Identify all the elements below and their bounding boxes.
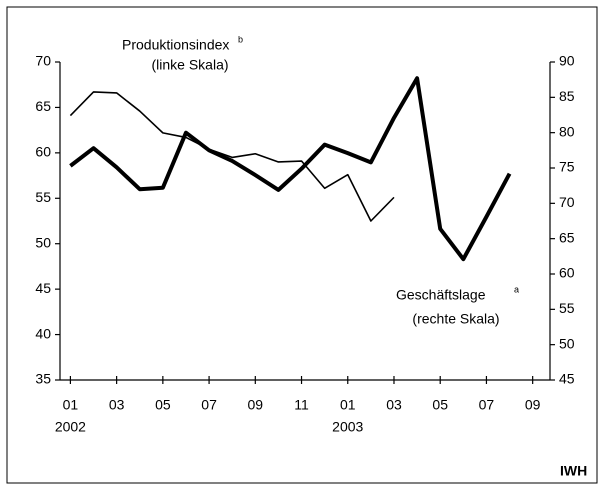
x-tick-label: 09 (248, 397, 264, 413)
y2-tick-label: 55 (559, 300, 575, 316)
y-tick-label: 40 (35, 325, 51, 341)
x-tick-label: 05 (432, 397, 448, 413)
x-tick-label: 05 (155, 397, 171, 413)
x-tick-label: 01 (63, 397, 79, 413)
y2-tick-label: 60 (559, 265, 575, 281)
y-tick-label: 55 (35, 189, 51, 205)
annotation: (rechte Skala) (412, 311, 499, 327)
y-tick-label: 35 (35, 371, 51, 387)
x-tick-label: 01 (340, 397, 356, 413)
annotation: Produktionsindex (122, 37, 229, 53)
year-label: 2002 (55, 419, 86, 435)
source: IWH (560, 463, 587, 479)
y-tick-label: 65 (35, 98, 51, 114)
annotation: a (514, 284, 519, 294)
frame (6, 6, 598, 484)
series-line (69, 76, 512, 262)
x-tick-label: 11 (294, 397, 309, 413)
y2-tick-label: 45 (559, 371, 575, 387)
y2-tick-label: 75 (559, 159, 575, 175)
x-tick-label: 03 (386, 397, 402, 413)
y2-tick-label: 50 (559, 335, 575, 351)
y2-tick-label: 85 (559, 88, 575, 104)
y2-tick-label: 70 (559, 194, 575, 210)
y-tick-label: 50 (35, 234, 51, 250)
x-tick-label: 03 (109, 397, 125, 413)
x-tick-label: 07 (201, 397, 217, 413)
annotation: (linke Skala) (151, 57, 228, 73)
y-tick-label: 70 (35, 53, 51, 69)
series-line (69, 91, 395, 222)
year-label: 2003 (332, 419, 363, 435)
annotation: Geschäftslage (396, 287, 486, 303)
y-tick-label: 45 (35, 280, 51, 296)
y2-tick-label: 65 (559, 229, 575, 245)
y2-tick-label: 90 (559, 53, 575, 69)
y2-tick-label: 80 (559, 123, 575, 139)
x-tick-label: 09 (525, 397, 541, 413)
y-tick-label: 60 (35, 144, 51, 160)
x-tick-label: 07 (479, 397, 495, 413)
annotation: b (238, 34, 243, 44)
